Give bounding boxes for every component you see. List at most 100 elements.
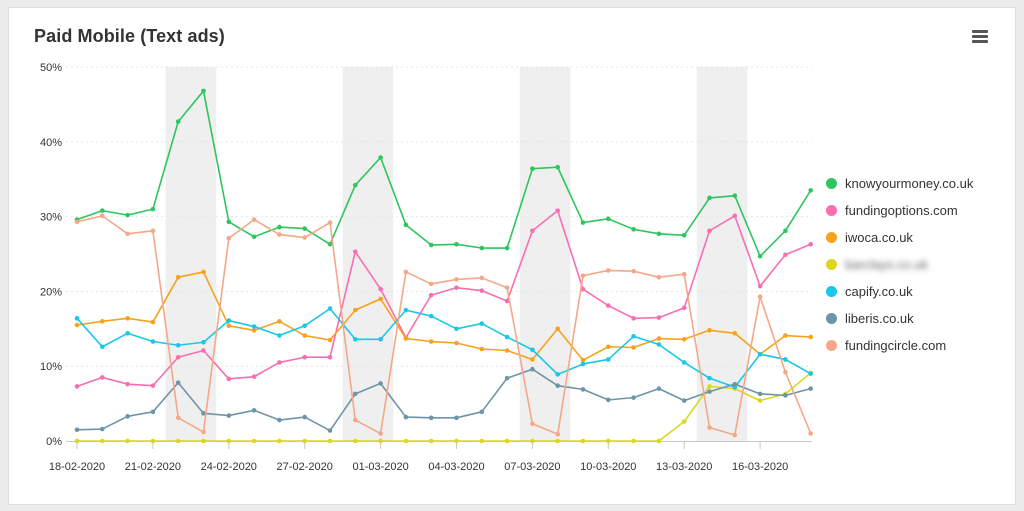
data-point [479,409,485,415]
data-point [125,414,130,419]
data-point [327,354,333,360]
data-point [707,375,712,381]
data-point [656,386,662,391]
y-tick-label: 20% [40,286,62,298]
data-point [656,342,662,347]
data-point [479,346,485,352]
data-point [201,339,206,345]
data-point [783,369,788,375]
data-point [378,438,383,444]
legend-item[interactable]: liberis.co.uk [826,305,973,332]
data-point [403,269,409,275]
data-point [277,417,282,423]
data-point [74,322,80,328]
data-point [530,438,535,444]
legend-item[interactable]: fundingoptions.com [826,197,973,224]
data-point [226,323,232,329]
legend-label: capify.co.uk [845,284,913,299]
data-point [580,220,586,225]
data-point [757,391,763,397]
data-point [530,366,535,372]
data-point [175,380,181,385]
data-point [327,337,333,343]
data-point [530,421,535,427]
data-point [808,241,813,247]
legend-item[interactable]: barclays.co.uk [826,251,973,278]
data-point [530,357,535,362]
legend-item[interactable]: knowyourmoney.co.uk [826,170,973,197]
data-point [580,286,586,292]
series-line-0 [76,90,812,258]
data-point [555,383,560,388]
data-point [378,381,383,386]
data-point [74,219,80,225]
data-point [479,321,485,326]
data-point [378,155,383,160]
data-point [555,208,560,213]
data-point [175,342,181,348]
data-point [681,336,687,342]
x-tick-label: 01-03-2020 [352,461,408,473]
data-point [277,224,282,230]
data-point [201,348,206,353]
legend-label: fundingcircle.com [845,338,947,353]
data-point [226,376,232,382]
data-point [606,268,611,273]
data-point [428,415,434,421]
data-point [403,307,409,313]
data-point [808,188,813,193]
shaded-band-2 [519,67,571,441]
legend-marker [826,205,837,216]
data-point [479,245,485,251]
hamburger-menu-icon[interactable] [969,28,991,46]
data-point [302,354,308,360]
data-point [277,319,282,324]
data-point [808,386,813,391]
data-point [327,428,333,433]
y-tick-label: 40% [40,137,62,149]
data-point [732,213,738,219]
legend-item[interactable]: fundingcircle.com [826,332,973,359]
legend-item[interactable]: iwoca.co.uk [826,224,973,251]
data-point [454,326,459,332]
legend-item[interactable]: capify.co.uk [826,278,973,305]
data-point [580,273,586,278]
data-point [757,351,763,357]
series-line-5 [76,368,811,432]
data-point [707,384,712,389]
data-point [454,438,459,444]
data-point [732,330,738,336]
data-point [125,212,130,218]
data-point [251,324,257,329]
data-point [580,438,586,444]
legend-label: iwoca.co.uk [845,230,913,245]
data-point [378,431,383,436]
data-point [808,371,813,376]
data-point [277,232,282,237]
data-point [732,432,738,438]
data-point [302,235,308,240]
data-point [226,438,232,444]
data-point [251,408,257,413]
y-tick-label: 10% [40,361,62,373]
data-point [808,431,813,436]
data-point [530,347,535,353]
shaded-band-1 [342,67,394,441]
data-point [175,438,181,444]
data-point [580,387,586,392]
data-point [100,375,105,380]
data-point [201,269,206,275]
data-point [757,398,763,403]
legend-marker [826,340,837,351]
data-point [428,242,434,248]
data-point [353,307,358,313]
data-point [403,336,409,341]
data-point [732,193,738,198]
data-point [428,292,434,298]
data-point [783,252,788,258]
data-point [327,241,333,247]
data-point [656,438,662,444]
y-tick-label: 30% [40,212,62,224]
data-point [428,281,434,287]
data-point [555,164,560,170]
